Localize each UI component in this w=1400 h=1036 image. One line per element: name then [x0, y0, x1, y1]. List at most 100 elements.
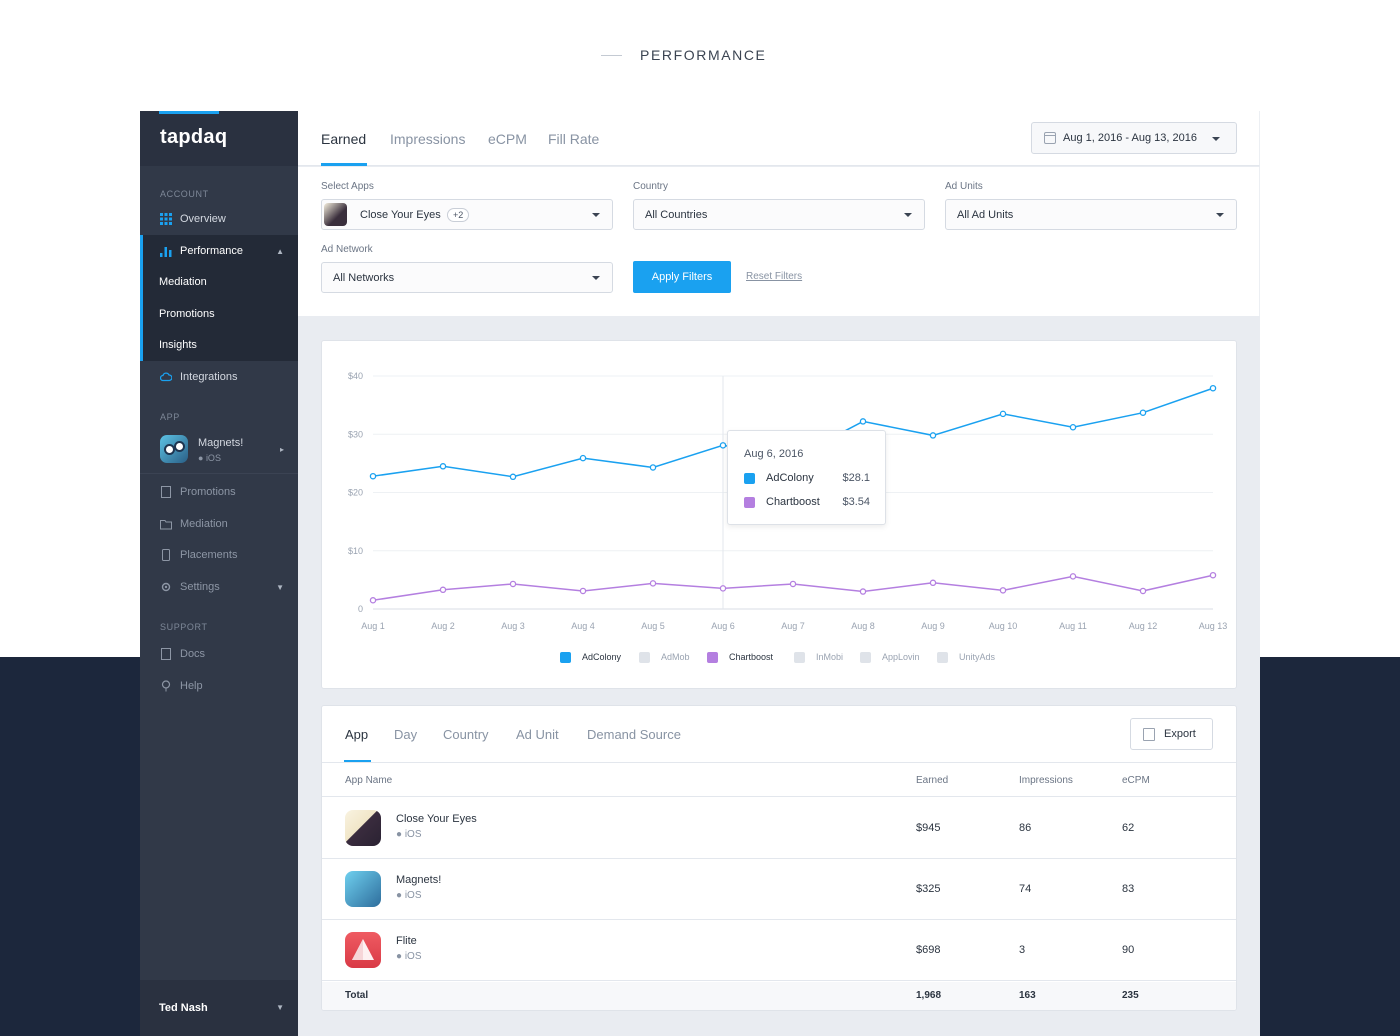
chevron-down-icon: [1216, 213, 1224, 217]
tab-app[interactable]: App: [345, 727, 369, 742]
sidebar-subitem-promotions[interactable]: Promotions: [159, 308, 215, 320]
sidebar-item-integrations[interactable]: Integrations: [140, 362, 298, 392]
data-point-adcolony: [1139, 409, 1147, 416]
apple-icon: ●: [198, 453, 206, 463]
ecpm-cell: 90: [1122, 944, 1135, 956]
earned-cell: $325: [916, 883, 941, 895]
user-menu[interactable]: Ted Nash ▼: [140, 980, 298, 1036]
y-tick-label: $10: [348, 546, 363, 556]
y-tick-label: $20: [348, 488, 363, 498]
app-switcher[interactable]: Magnets! ● iOS ▸: [140, 426, 298, 474]
data-point-adcolony: [439, 463, 447, 470]
data-point-chartboost: [509, 580, 517, 588]
legend-label: AdMob: [661, 652, 690, 662]
ad-network-value: All Networks: [333, 272, 395, 284]
bar-chart-icon: [160, 247, 172, 257]
tab-demand-source[interactable]: Demand Source: [587, 727, 681, 742]
x-tick-label: Aug 9: [921, 621, 945, 631]
app-name: Flite: [396, 935, 417, 947]
sidebar-item-label: Overview: [180, 213, 226, 225]
column-header-app-name[interactable]: App Name: [345, 775, 393, 786]
logo[interactable]: tapdaq: [160, 126, 228, 148]
tooltip-row-chartboost: Chartboost $3.54: [744, 496, 870, 510]
data-point-adcolony: [369, 472, 377, 480]
x-tick-label: Aug 10: [989, 621, 1018, 631]
sidebar-item-app-placements[interactable]: Placements: [140, 540, 298, 570]
sidebar-item-label: Performance: [180, 245, 243, 257]
ad-network-label: Ad Network: [321, 244, 373, 255]
earned-cell: $945: [916, 822, 941, 834]
tab-ecpm[interactable]: eCPM: [488, 131, 527, 147]
legend-swatch: [744, 497, 755, 508]
phone-icon: [162, 549, 170, 561]
sidebar-item-app-settings[interactable]: Settings ▼: [140, 572, 298, 602]
chart-tooltip: Aug 6, 2016 AdColony $28.1 Chartboost $3…: [727, 430, 886, 525]
sidebar-item-help[interactable]: Help: [140, 671, 298, 701]
active-marker: [140, 235, 143, 361]
data-point-chartboost: [719, 585, 727, 592]
column-header-impressions[interactable]: Impressions: [1019, 775, 1073, 786]
data-point-chartboost: [579, 587, 587, 595]
data-point-adcolony: [719, 442, 727, 449]
tab-ad-unit[interactable]: Ad Unit: [516, 727, 559, 742]
sidebar-item-performance[interactable]: Performance ▲: [140, 236, 298, 266]
select-apps-dropdown[interactable]: Close Your Eyes +2: [321, 199, 613, 230]
chevron-down-icon: ▼: [276, 583, 284, 592]
earnings-chart-card: 0 $10 $20 $30 $40 Aug 1 Aug 2 Aug 3 Aug 4 Aug 5 Au…: [321, 340, 1237, 689]
data-point-adcolony: [859, 418, 867, 425]
page-heading: PERFORMANCE: [0, 46, 1400, 66]
impressions-cell: 74: [1019, 883, 1032, 895]
tooltip-series-value: $28.1: [842, 472, 870, 484]
sidebar-item-app-promotions[interactable]: Promotions: [140, 477, 298, 507]
sidebar-item-docs[interactable]: Docs: [140, 639, 298, 669]
tab-earned[interactable]: Earned: [321, 131, 367, 147]
table-total-row: Total 1,968 163 235: [322, 982, 1236, 1010]
grid-icon: [160, 213, 172, 225]
series-line-chartboost: [372, 574, 1214, 602]
y-tick-label: $40: [348, 371, 363, 381]
date-range-value: Aug 1, 2016 - Aug 13, 2016: [1063, 132, 1197, 144]
calendar-icon: [1044, 132, 1056, 144]
ad-units-dropdown[interactable]: All Ad Units: [945, 199, 1237, 230]
table-row[interactable]: Magnets! ● iOS $325 74 83: [322, 859, 1236, 920]
reset-filters-link[interactable]: Reset Filters: [746, 271, 803, 282]
magnets-app-icon: [160, 435, 188, 463]
gear-icon: [161, 582, 171, 592]
export-button[interactable]: Export: [1130, 718, 1213, 750]
tab-impressions[interactable]: Impressions: [390, 131, 466, 147]
heading-text: PERFORMANCE: [640, 47, 767, 63]
sidebar-item-label: Integrations: [180, 371, 238, 383]
tab-fill-rate[interactable]: Fill Rate: [548, 131, 600, 147]
data-point-chartboost: [859, 588, 867, 595]
legend-swatch: [860, 652, 871, 663]
tooltip-series-name: Chartboost: [766, 496, 820, 508]
ad-network-dropdown[interactable]: All Networks: [321, 262, 613, 293]
column-header-earned[interactable]: Earned: [916, 775, 949, 786]
y-tick-label: $30: [348, 429, 363, 439]
sidebar-subitem-mediation[interactable]: Mediation: [159, 276, 207, 288]
sidebar-subitem-insights[interactable]: Insights: [159, 339, 197, 351]
tab-country[interactable]: Country: [443, 727, 489, 742]
tab-day[interactable]: Day: [394, 727, 418, 742]
table-row[interactable]: Close Your Eyes ● iOS $945 86 62: [322, 798, 1236, 859]
apply-filters-button[interactable]: Apply Filters: [633, 261, 731, 293]
data-point-chartboost: [789, 580, 797, 588]
x-tick-label: Aug 6: [711, 621, 735, 631]
column-header-ecpm[interactable]: eCPM: [1122, 775, 1150, 786]
sidebar-item-overview[interactable]: Overview: [140, 204, 298, 234]
sidebar-item-app-mediation[interactable]: Mediation: [140, 509, 298, 539]
paper-plane-icon: [352, 939, 374, 960]
heading-rule: [601, 55, 622, 56]
data-point-adcolony: [509, 473, 517, 481]
data-point-adcolony: [1209, 384, 1217, 392]
legend-label: InMobi: [816, 652, 844, 662]
data-point-adcolony: [1069, 424, 1077, 431]
app-name: Magnets!: [396, 874, 442, 886]
country-dropdown[interactable]: All Countries: [633, 199, 925, 230]
table-row[interactable]: Flite ● iOS $698 3 90: [322, 920, 1236, 981]
app-name: Magnets!: [198, 437, 244, 449]
x-tick-label: Aug 5: [641, 621, 665, 631]
date-range-picker[interactable]: Aug 1, 2016 - Aug 13, 2016: [1031, 122, 1237, 154]
chevron-down-icon: [904, 213, 912, 217]
x-tick-label: Aug 2: [431, 621, 455, 631]
